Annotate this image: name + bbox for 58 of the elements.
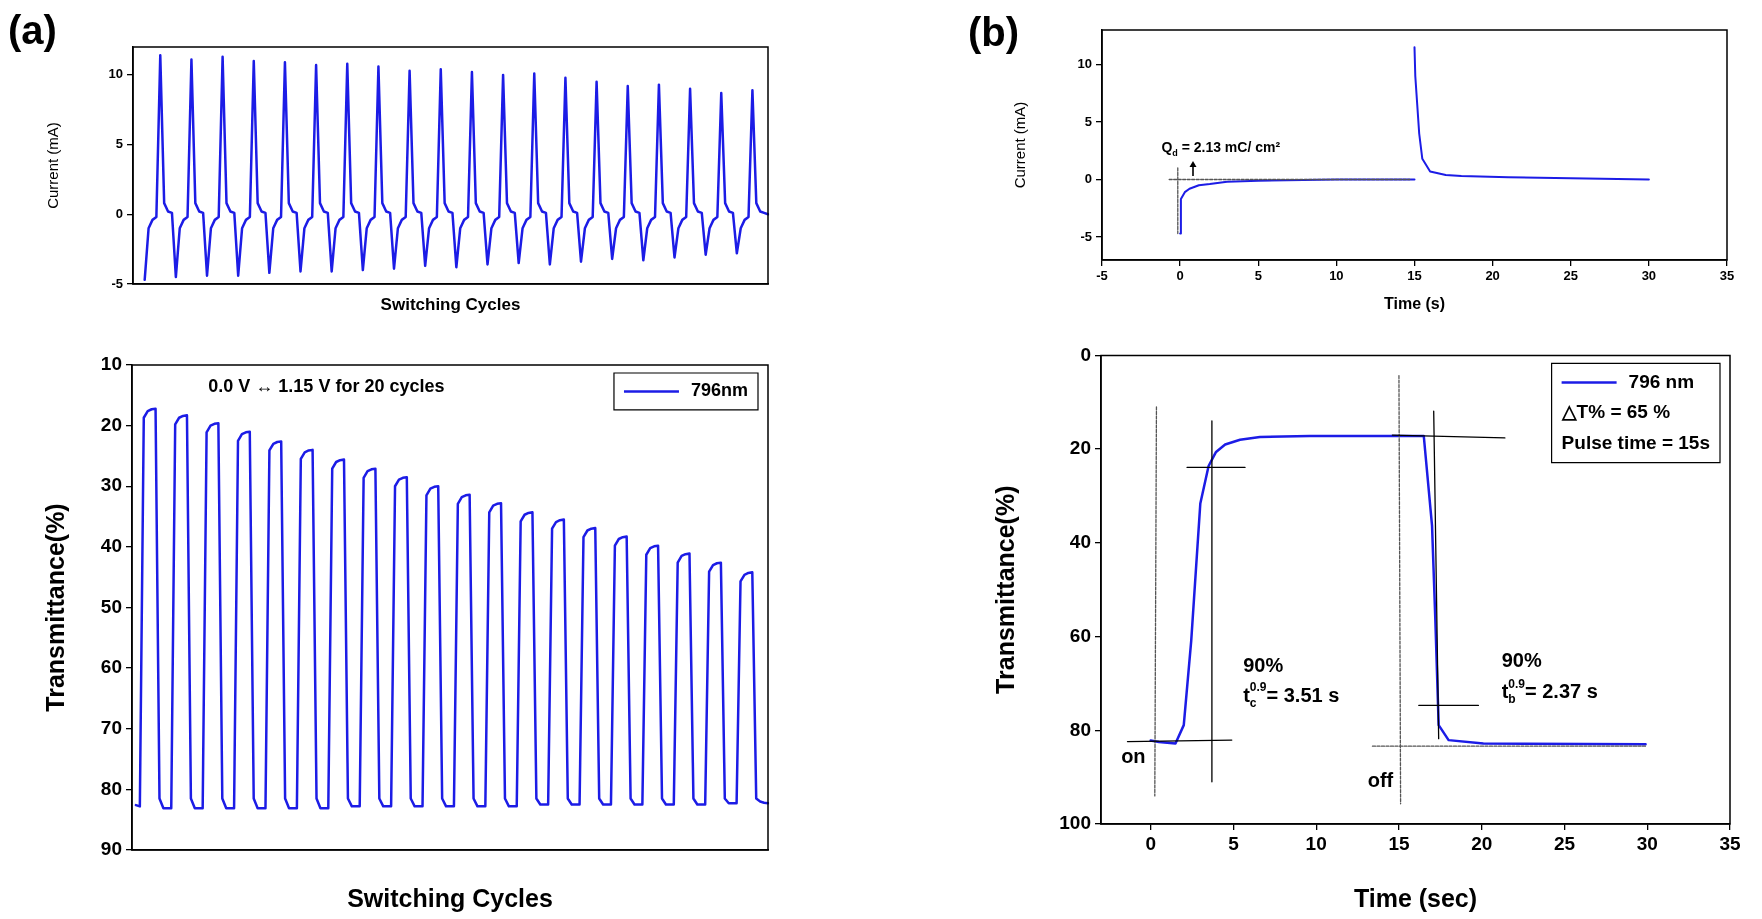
annotation: Pulse time = 15s bbox=[1561, 431, 1711, 453]
y-tick-label: 90 bbox=[100, 838, 122, 860]
y-tick-label: 50 bbox=[100, 595, 122, 617]
y-tick-label: 5 bbox=[115, 136, 123, 152]
annotation: off bbox=[1367, 768, 1394, 791]
y-tick-label: 80 bbox=[100, 777, 122, 799]
x-tick-label: 10 bbox=[1305, 832, 1327, 854]
annotation: △T% = 65 % bbox=[1560, 401, 1671, 423]
x-tick-label: 0 bbox=[1145, 832, 1156, 854]
y-axis-title: Current (mA) bbox=[1011, 101, 1029, 189]
y-tick-label: 40 bbox=[100, 535, 122, 557]
y-tick-label: 5 bbox=[1084, 113, 1092, 129]
annotation: 90% bbox=[1501, 649, 1542, 672]
y-tick-label: 0 bbox=[1084, 171, 1092, 187]
chart-title: (b) bbox=[968, 10, 1020, 54]
x-tick-label: 25 bbox=[1563, 268, 1578, 284]
x-axis-title: Switching Cycles bbox=[347, 883, 553, 912]
y-axis-title: Transmittance(%) bbox=[990, 485, 1019, 694]
x-tick-label: 20 bbox=[1471, 832, 1493, 854]
y-tick-label: 30 bbox=[100, 474, 122, 496]
legend-label: 796nm bbox=[690, 380, 749, 401]
x-tick-label: 5 bbox=[1254, 268, 1262, 284]
x-axis-title: Time (sec) bbox=[1353, 883, 1478, 912]
y-axis-title: Current (mA) bbox=[44, 122, 62, 209]
x-tick-label: 25 bbox=[1553, 832, 1576, 854]
x-tick-label: 15 bbox=[1407, 268, 1422, 284]
y-tick-label: 10 bbox=[100, 353, 122, 375]
y-tick-label: 60 bbox=[100, 656, 122, 678]
y-axis-title: Transmittance(%) bbox=[40, 503, 69, 712]
chart-title: (a) bbox=[8, 8, 57, 52]
y-tick-label: 10 bbox=[1077, 56, 1092, 72]
annotation: 90% bbox=[1243, 653, 1284, 676]
y-tick-label: 20 bbox=[100, 413, 122, 435]
x-axis-title: Switching Cycles bbox=[380, 295, 521, 315]
y-tick-label: 70 bbox=[100, 716, 122, 738]
y-tick-label: 80 bbox=[1069, 718, 1091, 740]
x-tick-label: 30 bbox=[1636, 832, 1658, 854]
x-tick-label: 15 bbox=[1388, 832, 1410, 854]
legend-label: 796 nm bbox=[1628, 370, 1695, 392]
annotation: on bbox=[1121, 745, 1146, 768]
x-tick-label: 35 bbox=[1719, 268, 1735, 284]
y-tick-label: 10 bbox=[108, 66, 123, 82]
x-tick-label: 35 bbox=[1719, 832, 1741, 854]
x-tick-label: 20 bbox=[1485, 268, 1500, 284]
x-axis-title: Time (s) bbox=[1383, 294, 1446, 312]
y-tick-label: 60 bbox=[1069, 624, 1091, 646]
y-tick-label: -5 bbox=[1080, 228, 1092, 244]
annotation: 0.0 V ↔ 1.15 V for 20 cycles bbox=[208, 375, 445, 396]
y-tick-label: 100 bbox=[1059, 812, 1091, 834]
y-tick-label: 40 bbox=[1069, 531, 1091, 553]
x-tick-label: 30 bbox=[1641, 268, 1657, 284]
x-tick-label: -5 bbox=[1096, 268, 1108, 284]
y-tick-label: 0 bbox=[1080, 343, 1091, 365]
y-tick-label: 20 bbox=[1069, 437, 1091, 459]
x-tick-label: 5 bbox=[1228, 832, 1240, 854]
x-tick-label: 0 bbox=[1176, 268, 1184, 284]
y-tick-label: 0 bbox=[115, 205, 123, 221]
x-tick-label: 10 bbox=[1329, 268, 1344, 284]
